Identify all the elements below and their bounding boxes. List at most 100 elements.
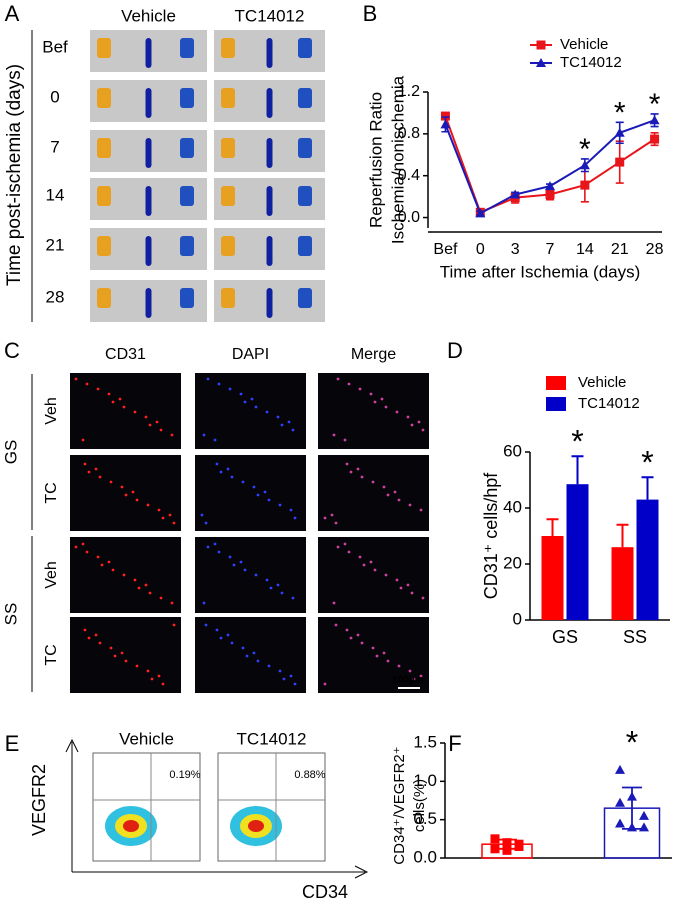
marker <box>490 844 500 854</box>
cell <box>226 633 230 637</box>
column-header: CD31 <box>105 346 146 363</box>
cell <box>98 475 102 479</box>
y-tick-label: 0.0 <box>398 209 420 226</box>
x-tick-label: 14 <box>576 241 594 258</box>
cell <box>168 513 172 517</box>
significance-star: * <box>641 445 653 481</box>
cell <box>291 428 295 432</box>
cell <box>408 503 412 507</box>
cell <box>219 470 223 474</box>
axis-title: Time post-ischemia (days) <box>4 64 25 286</box>
column-header: TC14012 <box>235 6 305 25</box>
scale-bar-label: 100μm <box>392 675 424 686</box>
cell <box>293 516 297 520</box>
cell <box>330 513 334 517</box>
cell <box>360 475 364 479</box>
y-tick-label: 20 <box>503 553 522 572</box>
limb <box>97 138 111 158</box>
cell <box>131 490 135 494</box>
error-bar <box>546 518 559 536</box>
x-tick-label: GS <box>552 627 578 647</box>
cell <box>410 591 414 595</box>
marker <box>440 119 451 129</box>
cell <box>278 669 282 673</box>
micrograph <box>195 617 306 693</box>
cell <box>345 628 349 632</box>
marker <box>579 160 590 170</box>
cell <box>228 387 232 391</box>
cell <box>408 669 412 673</box>
marker <box>545 190 555 200</box>
cell <box>256 659 260 663</box>
cell <box>215 628 219 632</box>
cell <box>334 521 338 525</box>
marker <box>639 822 649 832</box>
cell <box>137 586 141 590</box>
bar <box>541 536 564 620</box>
x-tick-label: 21 <box>611 241 629 258</box>
cell <box>217 382 221 386</box>
marker <box>639 810 649 820</box>
limb <box>266 236 273 266</box>
cell <box>343 438 347 442</box>
cell <box>371 646 375 650</box>
limb <box>221 236 235 256</box>
column-header: Vehicle <box>121 6 176 25</box>
cell <box>98 641 102 645</box>
row-label: 7 <box>50 137 59 156</box>
cell <box>358 387 362 391</box>
cell <box>334 623 338 627</box>
limb <box>221 138 235 158</box>
cell <box>118 397 122 401</box>
panel-letter: D <box>447 338 463 363</box>
error-bar <box>641 476 654 500</box>
cell <box>239 560 243 564</box>
cell <box>161 516 165 520</box>
x-axis-title: Time after Ischemia (days) <box>440 262 641 281</box>
cell <box>81 542 85 546</box>
cell <box>250 397 254 401</box>
limb <box>298 186 312 206</box>
marker <box>615 818 625 828</box>
cell <box>213 542 217 546</box>
cell <box>343 542 347 546</box>
cell <box>384 573 388 577</box>
limb <box>298 88 312 108</box>
cell <box>109 646 113 650</box>
cell <box>410 423 414 427</box>
marker <box>615 157 625 167</box>
y-tick-label: 0 <box>513 609 522 628</box>
cell <box>226 467 230 471</box>
panel-letter: B <box>363 1 378 26</box>
cell <box>375 654 379 658</box>
cell <box>280 591 284 595</box>
cell <box>373 568 377 572</box>
cell <box>421 596 425 600</box>
density <box>123 820 139 832</box>
cell <box>83 462 87 466</box>
cell <box>393 490 397 494</box>
y-tick-label: 1.2 <box>398 83 420 100</box>
micrograph <box>70 373 181 449</box>
cell <box>336 545 340 549</box>
cell <box>412 677 416 681</box>
cell <box>291 596 295 600</box>
group-label: GS <box>1 440 20 465</box>
cell <box>206 545 210 549</box>
micrograph <box>318 373 429 449</box>
legend-label: TC14012 <box>578 395 640 412</box>
cell <box>332 433 336 437</box>
limb <box>180 288 194 308</box>
limb <box>298 288 312 308</box>
limb <box>221 186 235 206</box>
cell <box>219 636 223 640</box>
x-tick-label: 28 <box>646 241 664 258</box>
density <box>248 820 264 832</box>
group-label: SS <box>1 603 20 626</box>
cell <box>133 578 137 582</box>
legend-swatch <box>546 376 566 390</box>
cell <box>213 438 217 442</box>
cell <box>200 513 204 517</box>
cell <box>230 641 234 645</box>
cell <box>280 423 284 427</box>
